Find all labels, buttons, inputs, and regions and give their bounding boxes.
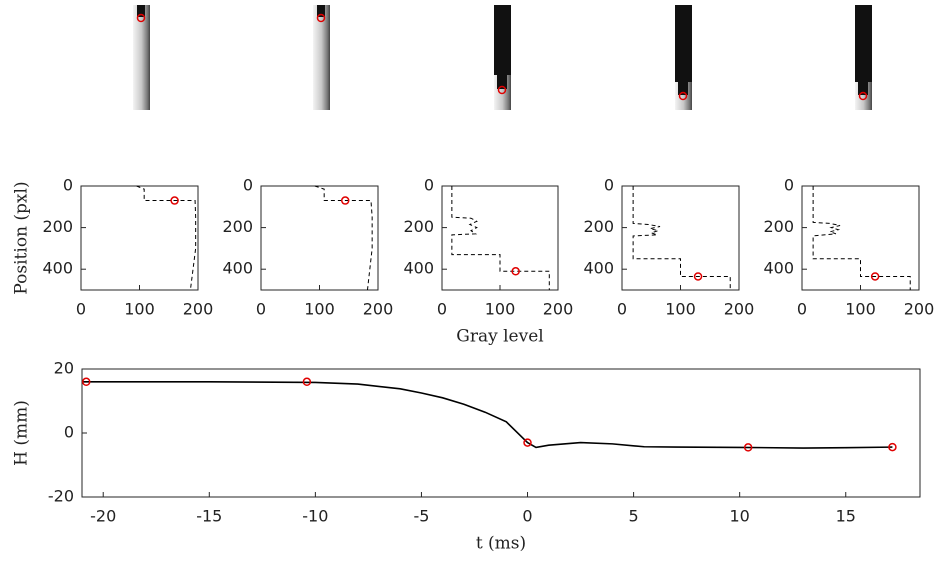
y-tick-label: 0 bbox=[243, 176, 253, 195]
x-tick-label: 0 bbox=[522, 507, 532, 526]
x-tick-label: 200 bbox=[904, 300, 935, 319]
y-tick-label: 0 bbox=[64, 423, 74, 442]
snapshot-marker bbox=[136, 13, 146, 23]
snapshot-marker bbox=[316, 13, 326, 23]
axes-box bbox=[801, 185, 920, 291]
x-tick-label: 100 bbox=[304, 300, 335, 319]
data-line bbox=[451, 186, 550, 290]
axes-box bbox=[81, 368, 921, 498]
y-tick-label: 200 bbox=[222, 217, 253, 236]
data-line bbox=[82, 381, 893, 449]
x-tick-label: 0 bbox=[797, 300, 807, 319]
x-tick-label: 0 bbox=[76, 300, 86, 319]
data-marker bbox=[511, 267, 520, 276]
snapshot-marker bbox=[497, 85, 507, 95]
y-tick-label: 200 bbox=[763, 217, 794, 236]
x-tick-label: 200 bbox=[543, 300, 574, 319]
x-tick-label: -20 bbox=[90, 507, 116, 526]
x-tick-label: 5 bbox=[629, 507, 639, 526]
snapshot-body bbox=[855, 5, 872, 82]
data-marker bbox=[693, 272, 703, 281]
data-marker bbox=[888, 442, 897, 452]
x-tick-label: 10 bbox=[729, 507, 749, 526]
x-tick-label: -15 bbox=[196, 507, 222, 526]
snapshot bbox=[313, 5, 330, 110]
snapshot bbox=[133, 5, 150, 110]
x-tick-label: 200 bbox=[363, 300, 394, 319]
data-marker bbox=[743, 443, 753, 452]
axes-box bbox=[80, 185, 199, 291]
y-tick-label: 20 bbox=[54, 359, 74, 378]
y-tick-label: 400 bbox=[42, 259, 73, 278]
data-line bbox=[136, 185, 197, 291]
snapshot-body bbox=[494, 5, 511, 75]
snapshot-tip bbox=[137, 5, 145, 17]
data-marker bbox=[302, 377, 312, 387]
snapshot-tip bbox=[497, 75, 507, 89]
data-marker bbox=[170, 196, 179, 205]
snapshot-marker bbox=[858, 91, 868, 101]
y-tick-label: 200 bbox=[583, 217, 614, 236]
x-tick-label: 0 bbox=[256, 300, 266, 319]
y-tick-label: 0 bbox=[604, 176, 614, 195]
x-axis-label: Gray level bbox=[456, 327, 543, 347]
y-axis-label: Position (pxl) bbox=[12, 181, 32, 294]
snapshot-tip bbox=[858, 82, 868, 95]
data-marker bbox=[81, 377, 91, 387]
data-line bbox=[314, 185, 373, 291]
y-tick-label: 400 bbox=[583, 259, 614, 278]
x-tick-label: 0 bbox=[617, 300, 627, 319]
x-tick-label: 200 bbox=[183, 300, 214, 319]
x-tick-label: 100 bbox=[665, 300, 696, 319]
data-marker bbox=[523, 438, 532, 447]
snapshot-tip bbox=[317, 5, 325, 17]
data-line bbox=[632, 186, 731, 290]
data-marker bbox=[870, 272, 880, 281]
y-tick-label: 400 bbox=[222, 259, 253, 278]
snapshot-body bbox=[675, 5, 692, 82]
x-tick-label: 100 bbox=[485, 300, 516, 319]
x-tick-label: 100 bbox=[845, 300, 876, 319]
x-tick-label: -10 bbox=[302, 507, 328, 526]
axes-box bbox=[441, 185, 559, 291]
axes-box bbox=[260, 185, 379, 291]
data-marker bbox=[340, 196, 350, 205]
x-tick-label: 100 bbox=[124, 300, 155, 319]
snapshots bbox=[133, 5, 872, 110]
x-tick-label: 200 bbox=[724, 300, 755, 319]
y-tick-label: 200 bbox=[403, 217, 434, 236]
y-tick-label: 400 bbox=[763, 259, 794, 278]
x-tick-label: -5 bbox=[413, 507, 429, 526]
snapshot-tip bbox=[678, 82, 688, 95]
y-tick-label: 0 bbox=[784, 176, 794, 195]
y-tick-label: 400 bbox=[403, 259, 434, 278]
x-axis-label: t (ms) bbox=[476, 534, 526, 554]
snapshot-marker bbox=[678, 91, 688, 101]
x-tick-label: 15 bbox=[836, 507, 856, 526]
data-line bbox=[812, 186, 911, 290]
y-axis-label: H (mm) bbox=[12, 400, 32, 466]
x-tick-label: 0 bbox=[437, 300, 447, 319]
y-tick-label: 200 bbox=[42, 217, 73, 236]
y-tick-label: -20 bbox=[48, 487, 74, 506]
y-tick-label: 0 bbox=[63, 176, 73, 195]
y-tick-label: 0 bbox=[424, 176, 434, 195]
